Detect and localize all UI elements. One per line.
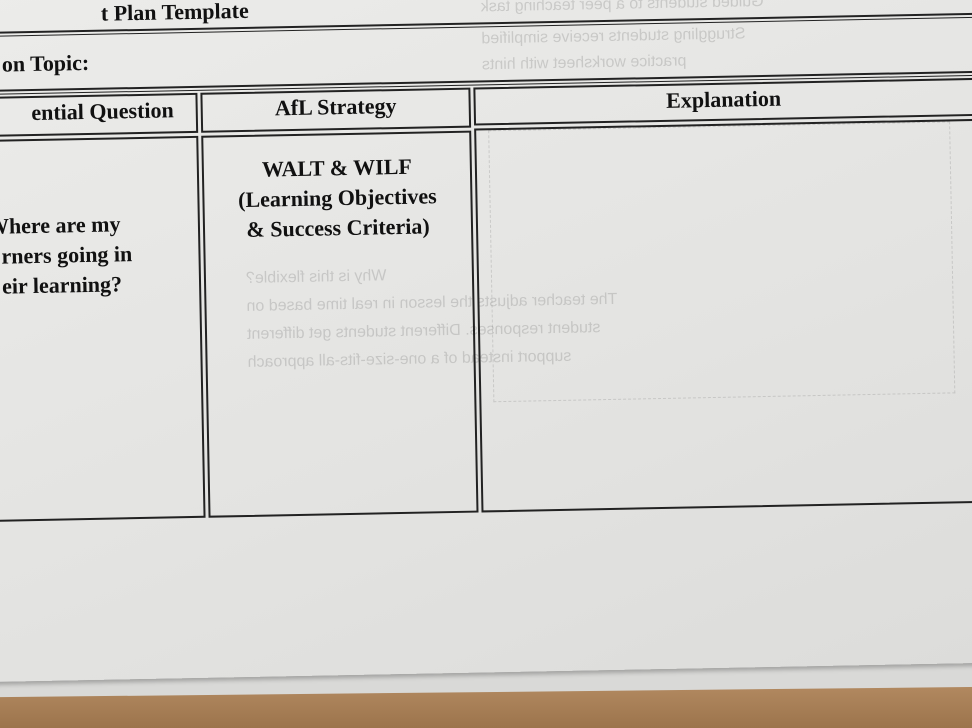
topic-label: on Topic: — [1, 49, 90, 77]
cell-strategy: WALT & WILF (Learning Objectives & Succe… — [201, 130, 479, 518]
show-through-line: practice worksheet with hints — [481, 52, 687, 74]
question-text: Where are my rners going in eir learning… — [0, 138, 199, 302]
strategy-text: WALT & WILF (Learning Objectives & Succe… — [203, 133, 471, 246]
show-through-line: Guided students to a peer teaching task — [480, 0, 764, 16]
paper-sheet: Guided students to a peer teaching task … — [0, 0, 972, 682]
strategy-line: & Success Criteria) — [246, 213, 430, 242]
question-line: eir learning? — [1, 271, 123, 299]
document-title: t Plan Template — [100, 0, 249, 26]
header-question: ential Question — [31, 97, 174, 126]
question-line: rners going in — [1, 241, 133, 269]
cell-explanation — [474, 118, 972, 513]
show-through-line: Struggling students receive simplified — [481, 25, 746, 48]
question-line: Where are my — [0, 211, 121, 239]
header-explanation: Explanation — [665, 85, 782, 113]
header-cell-strategy: AfL Strategy — [200, 87, 472, 133]
strategy-line: (Learning Objectives — [237, 183, 437, 213]
header-strategy: AfL Strategy — [274, 93, 397, 121]
header-cell-explanation: Explanation — [473, 77, 972, 126]
cell-question: Where are my rners going in eir learning… — [0, 135, 206, 522]
header-cell-question: ential Question — [0, 92, 199, 137]
